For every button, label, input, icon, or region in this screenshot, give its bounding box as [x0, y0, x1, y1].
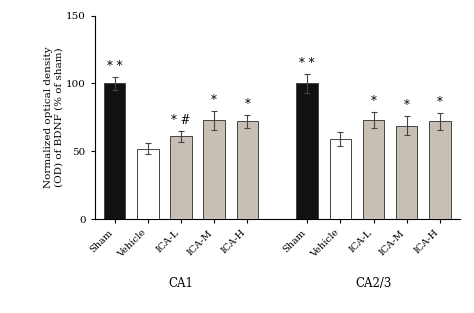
Bar	[396, 126, 418, 219]
Text: * *: * *	[300, 57, 315, 70]
Text: CA1: CA1	[169, 277, 193, 290]
Text: *: *	[371, 95, 376, 108]
Text: *: *	[245, 98, 250, 110]
Text: *: *	[437, 96, 443, 109]
Text: *: *	[211, 94, 217, 106]
Bar	[104, 84, 126, 219]
Text: * *: * *	[107, 59, 122, 73]
Bar	[296, 84, 318, 219]
Y-axis label: Normalized optical density
(OD) of BDNF (% of sham): Normalized optical density (OD) of BDNF …	[44, 47, 63, 188]
Bar	[203, 120, 225, 219]
Bar	[429, 121, 451, 219]
Bar	[237, 121, 258, 219]
Text: *: *	[404, 99, 410, 112]
Bar	[329, 139, 351, 219]
Text: * #: * #	[171, 114, 191, 127]
Bar	[137, 149, 159, 219]
Bar	[170, 136, 192, 219]
Text: CA2/3: CA2/3	[356, 277, 392, 290]
Bar	[363, 120, 384, 219]
